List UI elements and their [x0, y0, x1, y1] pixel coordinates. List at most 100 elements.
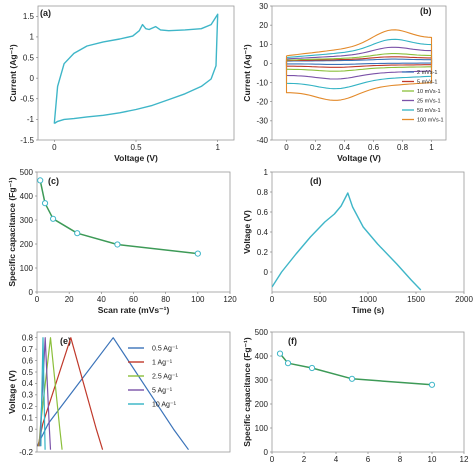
panel-d: 0 0.2 0.4 0.6 0.8 1 0 500 1000 1500 2000 Time (s) Vo…	[242, 168, 473, 315]
x-tick-label: 1500	[407, 295, 425, 304]
y-tick-label: -20	[256, 98, 268, 107]
panel-label: (c)	[48, 176, 59, 186]
plot-frame	[36, 171, 231, 293]
y-tick-label: 0	[264, 59, 269, 68]
legend-entry: 50 mVs-1	[417, 108, 441, 114]
y-axis-label: Current (Ag⁻¹)	[8, 44, 18, 102]
legend-entry: 10 Ag⁻¹	[152, 402, 177, 409]
y-tick-label: 0.5	[23, 53, 35, 62]
x-tick-label: 0.6	[368, 143, 380, 152]
data-point	[194, 250, 201, 257]
data-point	[348, 375, 356, 382]
legend-entry: 2 mVs-1	[417, 70, 437, 76]
panel-label: (d)	[310, 176, 322, 186]
x-tick-label: 2000	[455, 295, 473, 304]
data-point	[49, 215, 57, 222]
data-point	[37, 177, 44, 184]
data-point	[114, 241, 121, 248]
y-tick-label: 30	[259, 2, 268, 11]
y-tick-label: -40	[256, 136, 268, 145]
y-tick-label: 0	[29, 288, 34, 297]
x-tick-label: 0	[270, 455, 275, 464]
x-tick-label: 0.8	[397, 143, 409, 152]
y-tick-label: -1.5	[20, 136, 34, 145]
y-tick-label: 0.4	[22, 379, 34, 388]
y-tick-label: -1	[27, 115, 35, 124]
x-tick-label: 10	[428, 455, 437, 464]
cv-curve	[285, 29, 433, 101]
series-line	[39, 180, 198, 255]
plot-frame	[271, 331, 465, 453]
y-tick-label: 0	[30, 74, 35, 83]
y-axis-label: Specific capacitance (Fg⁻¹)	[242, 337, 252, 447]
x-tick-label: 2	[302, 455, 307, 464]
y-tick-label: 0.2	[257, 248, 269, 257]
y-tick-label: 100	[20, 264, 34, 273]
legend-entry: 1 Ag⁻¹	[152, 360, 173, 367]
x-axis-label: Time (s)	[352, 305, 385, 315]
y-tick-label: 0.2	[22, 402, 34, 411]
y-tick-label: -0.5	[20, 95, 34, 104]
gcd-curve	[40, 337, 46, 450]
y-tick-label: 0.6	[22, 356, 34, 365]
x-tick-label: 100	[191, 295, 205, 304]
plot-frame	[271, 5, 447, 141]
x-tick-label: 0	[270, 295, 275, 304]
plot-frame	[37, 5, 235, 141]
y-tick-label: 400	[20, 192, 34, 201]
y-axis-label: Current (Ag⁻¹)	[242, 44, 252, 102]
y-tick-label: 400	[255, 352, 269, 361]
y-tick-label: -10	[256, 78, 268, 87]
panel-f: 0 100 200 300 400 500 0 2 4 6 8 10 12 Specific capaci…	[242, 328, 469, 464]
legend-entry: 100 mVs-1	[417, 118, 444, 124]
x-tick-label: 6	[366, 455, 371, 464]
y-tick-label: 0.4	[257, 228, 269, 237]
y-tick-label: 0.8	[257, 188, 269, 197]
y-tick-label: 0.6	[257, 208, 269, 217]
legend-entry: 25 mVs-1	[417, 99, 441, 105]
plot-area	[37, 337, 189, 451]
series-line	[279, 353, 433, 386]
y-axis-label: Specific capacitance (Fg⁻¹)	[7, 177, 17, 287]
y-tick-label: 100	[255, 424, 269, 433]
y-tick-label: 0.3	[22, 391, 34, 400]
y-tick-label: 500	[20, 168, 34, 177]
y-tick-label: 1	[30, 33, 35, 42]
y-tick-label: 0	[264, 448, 269, 457]
legend-entry: 5 Ag⁻¹	[152, 388, 173, 395]
x-tick-label: 1	[429, 143, 434, 152]
legend-entry: 10 mVs-1	[417, 89, 441, 95]
legend-entry: 5 mVs-1	[417, 80, 437, 86]
plot-area	[276, 350, 436, 388]
x-tick-label: 80	[161, 295, 170, 304]
data-point	[284, 360, 292, 367]
panel-label: (f)	[288, 336, 297, 346]
y-tick-label: -30	[256, 117, 268, 126]
y-axis-label: Voltage (V)	[7, 370, 17, 414]
data-point	[276, 350, 284, 357]
data-point	[308, 364, 316, 372]
plot-area	[285, 29, 433, 101]
series-line	[53, 13, 219, 125]
y-tick-label: 1.5	[23, 12, 35, 21]
panel-label: (b)	[420, 6, 432, 16]
x-tick-label: 0	[52, 143, 57, 152]
x-tick-label: 120	[223, 295, 237, 304]
x-axis-label: Scan rate (mVs⁻¹)	[98, 305, 170, 315]
y-tick-label: 200	[255, 400, 269, 409]
x-axis-label: Voltage (V)	[114, 153, 158, 163]
y-tick-label: 10	[259, 40, 268, 49]
y-tick-label: 0	[29, 425, 34, 434]
y-tick-label: -0.2	[19, 448, 33, 457]
x-tick-label: 1	[215, 143, 220, 152]
data-point	[41, 200, 49, 207]
y-tick-label: 500	[255, 328, 269, 337]
data-point	[74, 230, 81, 237]
panel-e: -0.2 0 0.1 0.2 0.3 0.4 0.5 0.6 0.7 0.8 Voltage (V)…	[7, 331, 231, 457]
plot-frame	[36, 331, 231, 453]
y-tick-label: 0.7	[22, 345, 34, 354]
plot-area	[53, 13, 219, 125]
y-tick-label: 1	[264, 168, 269, 177]
x-tick-label: 40	[97, 295, 106, 304]
